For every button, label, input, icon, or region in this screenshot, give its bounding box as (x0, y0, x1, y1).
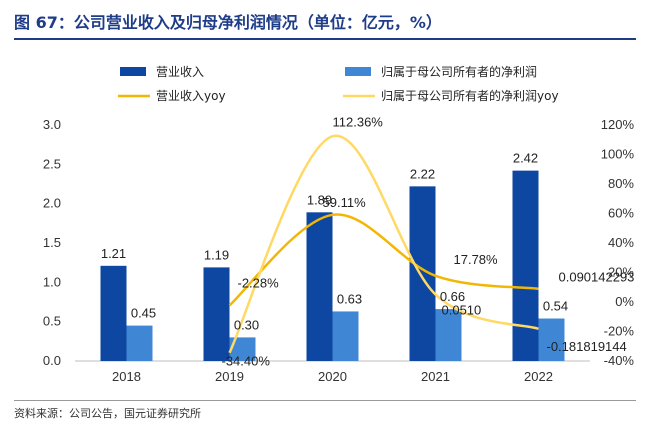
legend-swatch-bar (345, 67, 371, 76)
bar-value-label: 0.63 (337, 291, 362, 306)
y-left-tick-label: 1.5 (43, 235, 61, 250)
bar-net-profit (538, 318, 565, 361)
bar-value-label: 2.42 (513, 151, 538, 166)
bar-value-label: 2.22 (410, 166, 435, 181)
bar-value-label: 1.19 (204, 247, 229, 262)
y-right-tick-label: 60% (608, 206, 634, 221)
source-note: 资料来源：公司公告，国元证券研究所 (14, 400, 636, 421)
bar-value-label: 0.30 (234, 317, 259, 332)
line-value-label: 59.11% (323, 195, 367, 210)
bar-net-profit (229, 337, 256, 361)
y-left-tick-label: 1.0 (43, 274, 61, 289)
legend-label: 归属于母公司所有者的净利润yoy (381, 88, 559, 103)
line-value-label: 0.090142293 (559, 270, 635, 285)
chart-data-labels: 1.21 1.19 1.89 2.22 2.42 0.45 0.30 0.63 0.66 0.54… (101, 114, 635, 368)
legend-label: 营业收入 (156, 65, 204, 79)
line-value-label: 112.36% (333, 114, 384, 129)
line-value-label: 17.78% (454, 252, 499, 267)
x-tick-label: 2020 (318, 369, 347, 384)
x-tick-label: 2018 (112, 369, 141, 384)
y-right-tick-label: 120% (601, 117, 635, 132)
bar-value-label: 1.89 (307, 192, 332, 207)
chart-title: 图 67：公司营业收入及归母净利润情况（单位：亿元，%） (14, 8, 636, 40)
y-right-tick-label: 40% (608, 235, 634, 250)
bar-net-profit (126, 325, 153, 361)
y-right-tick-label: 80% (608, 176, 634, 191)
y-left-tick-label: 0.0 (43, 353, 61, 368)
line-net-profit-yoy (228, 134, 539, 354)
y-right-tick-label: 20% (608, 265, 634, 280)
line-value-label: 0.0510 (442, 302, 482, 317)
bar-revenue (100, 265, 127, 361)
bar-revenue (203, 267, 230, 361)
y-left-tick-label: 2.5 (43, 156, 61, 171)
y-right-tick-label: -20% (604, 324, 635, 339)
bar-value-label: 0.54 (543, 299, 568, 314)
line-value-label: -2.28% (238, 275, 280, 290)
line-revenue-yoy (228, 213, 539, 307)
bar-revenue (512, 170, 539, 361)
line-value-label: -34.40% (222, 354, 271, 369)
bar-value-label: 0.45 (131, 306, 156, 321)
bar-value-label: 1.21 (101, 246, 126, 261)
chart-lines (228, 134, 539, 354)
bar-net-profit (332, 311, 359, 361)
bar-revenue (306, 212, 333, 361)
legend-label: 营业收入yoy (156, 89, 226, 103)
y-left-tick-label: 0.5 (43, 314, 61, 329)
y-right-tick-label: -40% (604, 353, 635, 368)
y-left-tick-label: 3.0 (43, 117, 61, 132)
y-left-tick-label: 2.0 (43, 196, 61, 211)
x-tick-label: 2021 (421, 369, 450, 384)
x-tick-label: 2019 (215, 369, 244, 384)
bar-value-label: 0.66 (440, 289, 465, 304)
line-value-label: -0.181819144 (547, 339, 627, 354)
y-right-tick-label: 0% (615, 294, 634, 309)
chart-axes: 0.0 0.5 1.0 1.5 2.0 2.5 3.0 -40% -20% 0% 20% 40% 60%… (43, 117, 635, 384)
bar-net-profit (435, 309, 462, 361)
legend-swatch-bar (120, 67, 146, 76)
y-right-tick-label: 100% (601, 147, 635, 162)
chart-bars (100, 170, 565, 361)
x-tick-label: 2022 (524, 369, 553, 384)
legend-label: 归属于母公司所有者的净利润 (381, 64, 537, 79)
